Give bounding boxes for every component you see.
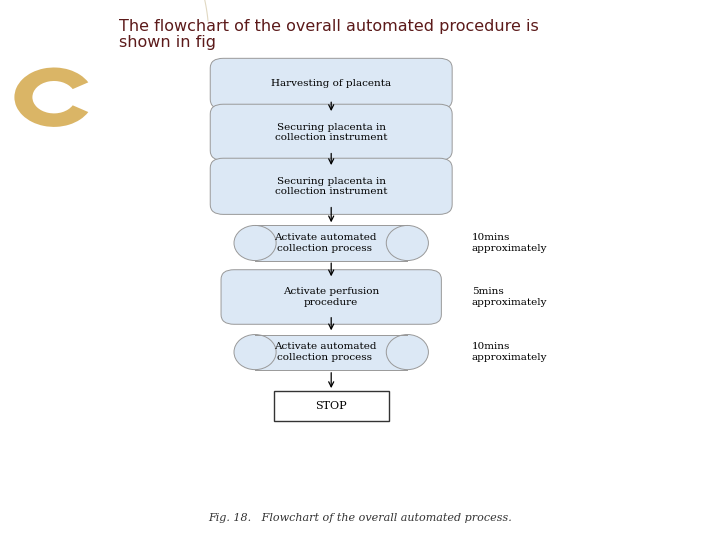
FancyBboxPatch shape xyxy=(221,270,441,324)
Bar xyxy=(255,226,408,260)
FancyBboxPatch shape xyxy=(210,158,452,214)
Text: Securing placenta in
collection instrument: Securing placenta in collection instrume… xyxy=(275,123,387,142)
Ellipse shape xyxy=(234,226,276,261)
FancyBboxPatch shape xyxy=(210,58,452,109)
Text: shown in fig: shown in fig xyxy=(119,35,216,50)
Text: 5mins
approximately: 5mins approximately xyxy=(472,287,547,307)
Text: Activate perfusion
procedure: Activate perfusion procedure xyxy=(283,287,379,307)
Text: Harvesting of placenta: Harvesting of placenta xyxy=(271,79,391,88)
Text: Activate automated
collection process: Activate automated collection process xyxy=(274,342,376,362)
Ellipse shape xyxy=(386,226,428,261)
Text: Fig. 18.   Flowchart of the overall automated process.: Fig. 18. Flowchart of the overall automa… xyxy=(208,514,512,523)
Text: Securing placenta in
collection instrument: Securing placenta in collection instrume… xyxy=(275,177,387,196)
Text: STOP: STOP xyxy=(315,401,347,411)
FancyBboxPatch shape xyxy=(210,104,452,160)
Text: Activate automated
collection process: Activate automated collection process xyxy=(274,233,376,253)
Ellipse shape xyxy=(386,334,428,370)
Bar xyxy=(255,334,408,369)
Text: 10mins
approximately: 10mins approximately xyxy=(472,233,547,253)
Text: 10mins
approximately: 10mins approximately xyxy=(472,342,547,362)
Bar xyxy=(274,391,389,421)
Ellipse shape xyxy=(234,334,276,370)
Wedge shape xyxy=(14,68,89,127)
Text: The flowchart of the overall automated procedure is: The flowchart of the overall automated p… xyxy=(119,19,539,34)
